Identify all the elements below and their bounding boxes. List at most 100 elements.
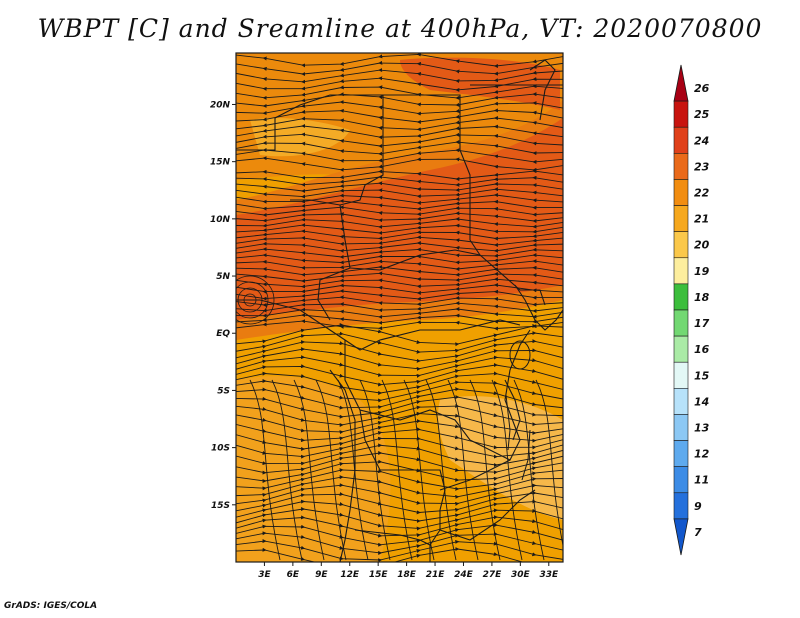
y-tick-label: 10N xyxy=(210,215,231,225)
colorbar-label: 17 xyxy=(694,317,710,330)
colorbar-bottom-triangle xyxy=(673,518,689,556)
border-segment xyxy=(439,489,536,541)
border-segment xyxy=(354,529,431,562)
lakes xyxy=(505,340,531,481)
colorbar-label: 7 xyxy=(694,526,702,539)
border-segment xyxy=(359,409,446,546)
streamlines xyxy=(236,53,563,562)
border-segment xyxy=(236,299,521,351)
colorbar-label: 20 xyxy=(694,239,710,252)
colorbar-label: 18 xyxy=(694,291,710,304)
x-tick-label: 15E xyxy=(369,570,389,580)
lake-tanganyika xyxy=(505,394,511,451)
colorbar-label: 25 xyxy=(694,108,710,121)
streamline xyxy=(249,379,281,561)
streamline xyxy=(236,253,563,265)
colorbar-swatch xyxy=(673,179,689,206)
streamline xyxy=(469,379,501,561)
border-segment xyxy=(469,329,531,461)
colorbar-label: 23 xyxy=(694,160,710,173)
colorbar-swatch xyxy=(673,440,689,467)
streamline xyxy=(236,156,563,172)
y-tick-label: 15N xyxy=(210,158,231,168)
colorbar-label: 22 xyxy=(694,187,710,200)
x-tick-label: 9E xyxy=(315,570,328,580)
coastline-segment xyxy=(329,369,356,562)
colorbar-label: 11 xyxy=(694,474,709,487)
colorbar-label: 15 xyxy=(694,369,710,382)
streamline xyxy=(359,379,391,561)
border-segment xyxy=(504,379,521,441)
border-segment xyxy=(317,204,351,321)
colorbar-swatch xyxy=(673,257,689,285)
colorbar-label: 12 xyxy=(694,448,710,461)
colorbar-label: 19 xyxy=(694,265,710,278)
colorbar-top-triangle xyxy=(673,64,689,102)
streamline xyxy=(236,546,537,562)
streamline xyxy=(381,379,413,561)
y-tick-label: 5S xyxy=(217,386,230,396)
colorbar-label: 13 xyxy=(694,422,710,435)
streamline xyxy=(425,379,457,561)
x-tick-label: 33E xyxy=(539,570,559,580)
grads-credit: GrADS: IGES/COLA xyxy=(4,601,98,611)
streamline xyxy=(315,379,347,561)
x-tick-label: 24E xyxy=(454,570,474,580)
border-segment xyxy=(344,340,471,441)
colorbar-swatch xyxy=(673,388,689,415)
streamline xyxy=(271,379,303,561)
border-segment xyxy=(349,249,546,306)
streamline xyxy=(337,379,369,561)
y-tick-label: EQ xyxy=(216,329,230,339)
x-tick-label: 27E xyxy=(483,570,503,580)
colorbar-swatch xyxy=(673,126,689,154)
colorbar-label: 21 xyxy=(694,213,709,226)
x-tick-label: 3E xyxy=(258,570,271,580)
y-tick-label: 5N xyxy=(216,272,230,282)
colorbar-label: 14 xyxy=(694,395,709,408)
streamline xyxy=(491,379,523,561)
streamline xyxy=(403,379,435,561)
x-tick-label: 21E xyxy=(426,570,446,580)
colorbar-label: 24 xyxy=(694,134,709,147)
colorbar-swatch xyxy=(673,205,689,232)
x-tick-label: 12E xyxy=(340,570,360,580)
y-tick-label: 15S xyxy=(211,501,230,511)
chart-title: WBPT [C] and Sreamline at 400hPa, VT: 20… xyxy=(37,14,763,43)
colorbar-swatch xyxy=(673,414,689,441)
colorbar-swatch xyxy=(673,309,689,337)
colorbar-swatch xyxy=(673,153,689,180)
streamline xyxy=(236,169,563,182)
streamline xyxy=(447,379,479,561)
axis-ticks: 3E 6E 9E 12E 15E 18E 21E 24E 27E 30E 33E 20N 15N 10N 5… xyxy=(210,100,559,580)
y-tick-label: 20N xyxy=(210,100,231,110)
lake-malawi xyxy=(521,429,531,481)
colorbar-swatch xyxy=(673,231,689,259)
streamline xyxy=(293,379,325,561)
x-tick-label: 30E xyxy=(511,570,531,580)
vortex-ring xyxy=(236,281,269,319)
colorbar-swatch xyxy=(673,492,689,520)
map-frame xyxy=(235,52,564,563)
vortex-ring xyxy=(236,275,275,325)
border-segment xyxy=(529,59,556,121)
border-segment xyxy=(383,94,481,256)
colorbar-swatch xyxy=(673,335,689,363)
x-tick-label: 6E xyxy=(287,570,300,580)
colorbar-label: 16 xyxy=(694,343,710,356)
x-tick-label: 18E xyxy=(397,570,417,580)
lake-victoria xyxy=(509,340,531,370)
colorbar-label: 9 xyxy=(694,500,702,513)
streamline xyxy=(535,379,563,548)
border-segment xyxy=(514,284,563,331)
country-borders xyxy=(236,59,563,562)
y-tick-label: 10S xyxy=(211,444,230,454)
colorbar-swatch xyxy=(673,466,689,494)
colorbar-swatch xyxy=(673,283,689,311)
border-segment xyxy=(439,459,511,491)
colorbar: 26 25 24 23 22 21 20 19 18 17 16 15 14 13 12 11 9 7 xyxy=(673,64,710,556)
colorbar-swatch xyxy=(673,100,689,128)
colorbar-swatch xyxy=(673,361,689,389)
streamline xyxy=(236,247,563,260)
